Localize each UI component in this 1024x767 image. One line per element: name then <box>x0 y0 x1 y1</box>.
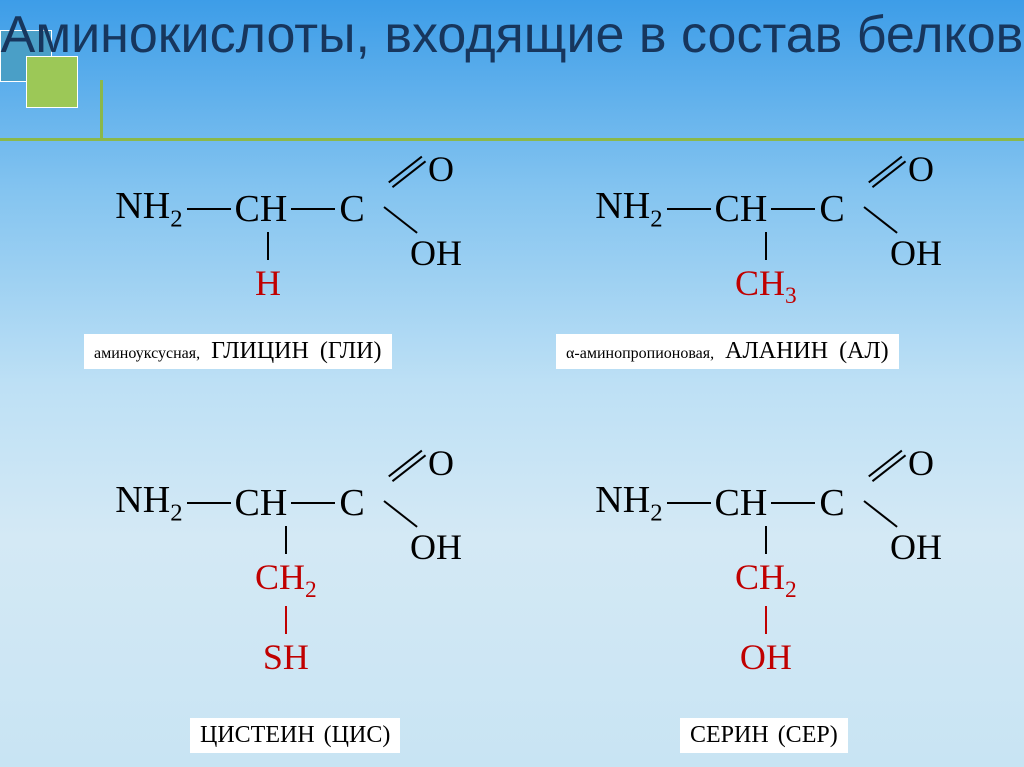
r-group: CH2 OH <box>735 524 797 678</box>
carboxyl-group: O OH <box>352 442 462 562</box>
slide-title: Аминокислоты, входящие в состав белков <box>0 6 1024 66</box>
r-group: H <box>255 230 281 304</box>
caption-glycine: аминоуксусная, ГЛИЦИН (ГЛИ) <box>84 334 392 369</box>
nh2-group: NH2 <box>115 184 182 234</box>
accent-line-vertical <box>100 80 103 138</box>
nh2-group: NH2 <box>115 478 182 528</box>
molecule-alanine: NH2 CH C O OH CH3 <box>570 184 950 234</box>
accent-line-horizontal <box>0 138 1024 141</box>
carboxyl-group: O OH <box>352 148 462 268</box>
r-group: CH3 <box>735 230 797 310</box>
ch-atom: CH <box>235 187 288 231</box>
molecule-glycine: NH2 CH C O OH H <box>90 184 470 234</box>
molecule-serine: NH2 CH C O OH CH2 OH <box>570 478 950 528</box>
caption-serine: СЕРИН (СЕР) <box>680 718 848 753</box>
nh2-group: NH2 <box>595 478 662 528</box>
nh2-group: NH2 <box>595 184 662 234</box>
caption-cysteine: ЦИСТЕИН (ЦИС) <box>190 718 400 753</box>
carboxyl-group: O OH <box>832 148 942 268</box>
content-area: NH2 CH C O OH H аминоуксусная, ГЛИЦИН (Г… <box>0 148 1024 767</box>
carboxyl-group: O OH <box>832 442 942 562</box>
molecule-cysteine: NH2 CH C O OH CH2 SH <box>90 478 470 528</box>
caption-alanine: α-аминопропионовая, АЛАНИН (АЛ) <box>556 334 899 369</box>
r-group: CH2 SH <box>255 524 317 678</box>
